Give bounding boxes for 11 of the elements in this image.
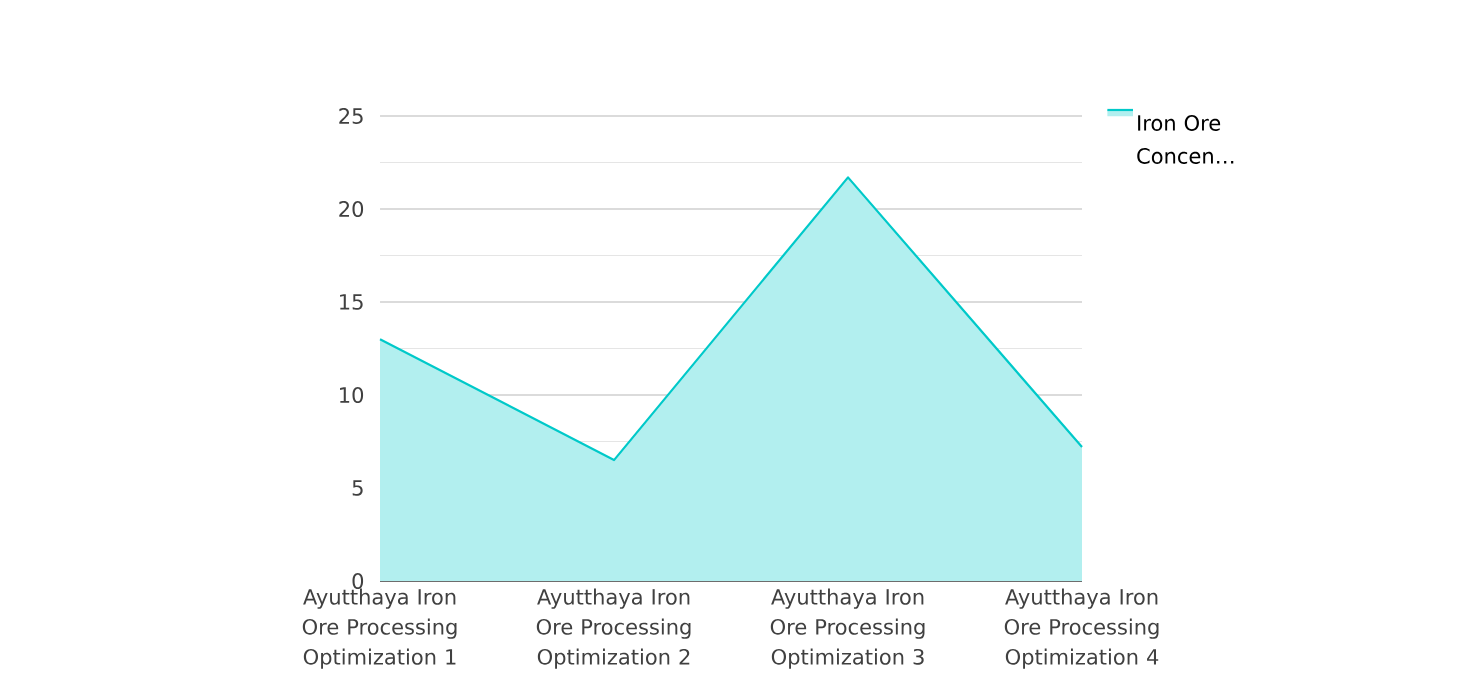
- y-tick-label: 15: [340, 294, 363, 310]
- legend-label: Iron Ore Concen…: [1137, 115, 1234, 164]
- y-tick-label: 10: [340, 387, 364, 403]
- x-tick-label: Ayutthaya Iron Ore Processing Optimization 1: [302, 588, 457, 669]
- x-tick-label: Ayutthaya Iron Ore Processing Optimization 2: [536, 588, 691, 669]
- y-tick-label: 0: [352, 573, 364, 589]
- x-tick-label: Ayutthaya Iron Ore Processing Optimization 4: [1004, 588, 1159, 669]
- y-tick-label: 20: [339, 201, 364, 217]
- y-tick-label: 25: [339, 108, 363, 124]
- y-tick-label: 5: [352, 480, 363, 496]
- x-tick-label: Ayutthaya Iron Ore Processing Optimization 3: [770, 588, 925, 669]
